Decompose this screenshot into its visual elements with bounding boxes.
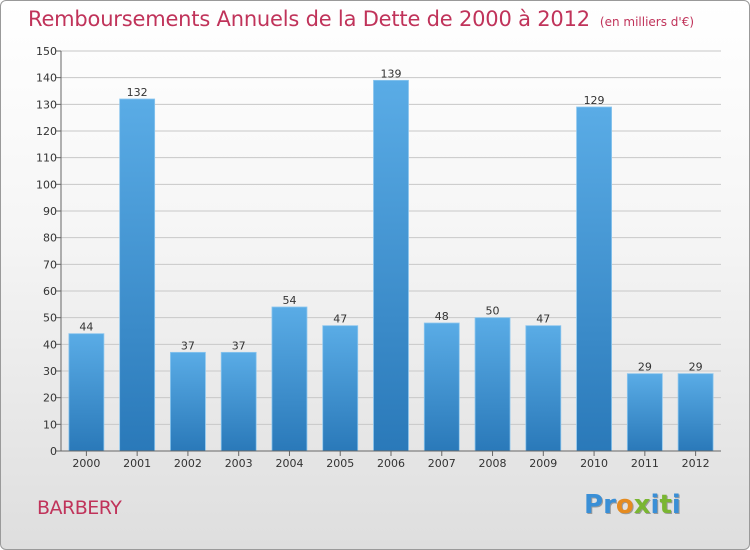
- bar-value-label: 47: [536, 313, 550, 326]
- x-tick-label: 2001: [123, 457, 151, 470]
- x-tick-label: 2011: [631, 457, 659, 470]
- y-tick-label: 110: [36, 152, 57, 165]
- bar-value-label: 47: [333, 313, 347, 326]
- bar-value-label: 37: [181, 339, 195, 352]
- y-tick-label: 0: [50, 445, 57, 458]
- bar-2007: [423, 322, 460, 452]
- bar-2012: [677, 373, 714, 452]
- bar-value-label: 54: [282, 294, 296, 307]
- y-tick-label: 80: [43, 232, 57, 245]
- chart-title-text: Remboursements Annuels de la Dette de 20…: [28, 7, 590, 31]
- x-tick-label: 2006: [377, 457, 405, 470]
- chart-unit: (en milliers d'€): [599, 15, 695, 29]
- y-tick-label: 70: [43, 258, 57, 271]
- y-tick-label: 10: [43, 418, 57, 431]
- bar-value-label: 37: [232, 339, 246, 352]
- bar-value-label: 29: [689, 361, 703, 374]
- x-tick-label: 2005: [326, 457, 354, 470]
- y-tick-label: 140: [36, 72, 57, 85]
- x-tick-label: 2012: [682, 457, 710, 470]
- logo-letter: r: [603, 490, 616, 520]
- bar-2000: [68, 333, 105, 452]
- bar-2001: [119, 98, 156, 452]
- logo-letter: o: [615, 490, 634, 520]
- y-tick-label: 50: [43, 312, 57, 325]
- x-axis: 2000 2001 2002 2003 2004 2005 2006 2007 2008 2009…: [61, 450, 721, 470]
- bar-2009: [525, 325, 562, 452]
- bar-value-label: 29: [638, 361, 652, 374]
- y-tick-label: 150: [36, 45, 57, 58]
- bar-2008: [474, 317, 511, 452]
- x-tick-label: 2007: [428, 457, 456, 470]
- logo-letter: t: [659, 490, 672, 520]
- bar-2006: [373, 79, 409, 452]
- x-tick-label: 2010: [580, 457, 608, 470]
- x-tick-label: 2003: [225, 457, 253, 470]
- logo-letter: i: [650, 490, 660, 520]
- y-tick-label: 20: [43, 392, 57, 405]
- y-tick-label: 30: [43, 365, 57, 378]
- y-tick-label: 90: [43, 205, 57, 218]
- logo-letter: x: [633, 490, 651, 520]
- bar-value-label: 132: [127, 86, 148, 99]
- bar-value-label: 129: [584, 94, 605, 107]
- y-axis: 0 10 20 30 40 50 60 70 80 90 100 110 120 130 140 150: [36, 45, 62, 458]
- bar-value-label: 44: [79, 321, 93, 334]
- bar-2011: [626, 373, 663, 452]
- commune-name: BARBERY: [37, 497, 122, 519]
- bar-2004: [271, 306, 308, 452]
- y-tick-label: 60: [43, 285, 57, 298]
- y-tick-label: 100: [36, 178, 57, 191]
- bars: 44 132 37 37 54 47 139 48 50 47 129 29 29: [68, 67, 714, 452]
- y-tick-label: 130: [36, 98, 57, 111]
- y-tick-label: 120: [36, 125, 57, 138]
- bar-2002: [170, 351, 206, 452]
- bar-value-label: 48: [435, 310, 449, 323]
- bar-value-label: 50: [486, 305, 500, 318]
- y-tick-label: 40: [43, 338, 57, 351]
- bar-value-label: 139: [381, 67, 402, 80]
- x-tick-label: 2009: [529, 457, 557, 470]
- bar-2010: [576, 106, 612, 452]
- x-tick-label: 2002: [174, 457, 202, 470]
- proxiti-logo: Proxiti: [584, 490, 681, 520]
- chart-title: Remboursements Annuels de la Dette de 20…: [28, 7, 694, 31]
- logo-letter: i: [671, 490, 681, 520]
- x-tick-label: 2008: [479, 457, 507, 470]
- x-tick-label: 2004: [275, 457, 303, 470]
- bar-2005: [322, 325, 359, 452]
- bar-2003: [220, 351, 257, 452]
- logo-letter: P: [584, 490, 604, 520]
- x-tick-label: 2000: [72, 457, 100, 470]
